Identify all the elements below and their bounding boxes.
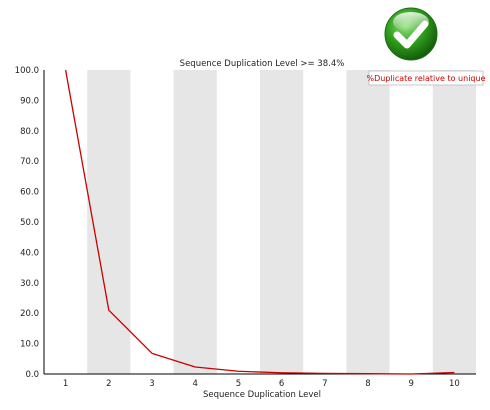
x-tick-label-5: 5 bbox=[236, 379, 241, 389]
y-tick-label-20.0: 20.0 bbox=[20, 309, 39, 319]
x-tick-label-1: 1 bbox=[63, 379, 68, 389]
column-stripe-8 bbox=[346, 70, 390, 374]
pass-check-icon bbox=[383, 6, 439, 62]
y-tick-label-90.0: 90.0 bbox=[20, 96, 39, 106]
y-tick-label-60.0: 60.0 bbox=[20, 188, 39, 198]
series-lines bbox=[64, 69, 455, 375]
y-tick-label-50.0: 50.0 bbox=[20, 218, 39, 228]
y-tick-label-30.0: 30.0 bbox=[20, 279, 39, 289]
legend-label: %Duplicate relative to unique bbox=[367, 74, 486, 83]
x-tick-label-10: 10 bbox=[449, 379, 460, 389]
y-tick-label-80.0: 80.0 bbox=[20, 127, 39, 137]
column-stripe-10 bbox=[432, 70, 476, 374]
y-tick-label-10.0: 10.0 bbox=[20, 340, 39, 350]
column-stripe-4 bbox=[173, 70, 217, 374]
y-tick-label-0.0: 0.0 bbox=[25, 370, 39, 380]
column-stripe-6 bbox=[260, 70, 304, 374]
x-tick-label-4: 4 bbox=[192, 379, 197, 389]
x-tick-label-6: 6 bbox=[279, 379, 284, 389]
x-tick-label-8: 8 bbox=[365, 379, 370, 389]
legend-box bbox=[368, 70, 484, 86]
y-tick-label-100.0: 100.0 bbox=[15, 66, 39, 76]
x-axis-label: Sequence Duplication Level bbox=[203, 390, 321, 400]
series-line-0 bbox=[64, 69, 455, 375]
x-tick-label-9: 9 bbox=[408, 379, 413, 389]
column-stripe-2 bbox=[87, 70, 131, 374]
pass-check-icon-graphic bbox=[384, 7, 438, 61]
y-axis-ticks: 0.0 10.0 20.0 30.0 40.0 50.0 60.0 70.0 80.0 90.0 1… bbox=[15, 66, 39, 380]
x-tick-label-2: 2 bbox=[106, 379, 111, 389]
column-stripes bbox=[87, 70, 476, 374]
y-tick-label-40.0: 40.0 bbox=[20, 248, 39, 258]
x-axis-ticks: 1 2 3 4 5 6 7 8 9 10 bbox=[63, 379, 460, 389]
chart-title: Sequence Duplication Level >= 38.4% bbox=[180, 59, 345, 69]
legend: %Duplicate relative to unique bbox=[367, 70, 486, 86]
x-tick-label-7: 7 bbox=[322, 379, 327, 389]
x-tick-label-3: 3 bbox=[149, 379, 154, 389]
y-tick-label-70.0: 70.0 bbox=[20, 157, 39, 167]
